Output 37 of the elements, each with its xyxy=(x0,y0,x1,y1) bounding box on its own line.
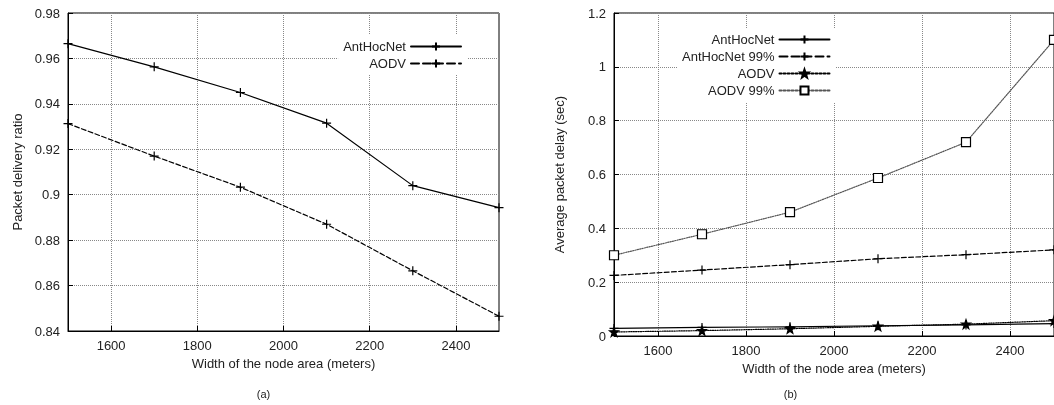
y-tick-label: 0.6 xyxy=(587,167,606,182)
x-tick-label: 2200 xyxy=(355,338,385,353)
y-tick-label: 0 xyxy=(598,328,606,344)
x-tick-label: 1800 xyxy=(182,338,212,353)
x-tick-label: 2400 xyxy=(441,338,471,353)
text: (a) xyxy=(256,387,271,400)
x-tick-label: 1800 xyxy=(731,343,761,358)
y-tick-label: 0.98 xyxy=(34,5,60,21)
x-tick-label: 2400 xyxy=(995,343,1025,358)
legend-label: AntHocNet 99% xyxy=(681,49,775,64)
legend-label: AODV xyxy=(737,66,775,81)
y-tick-label: 0.9 xyxy=(41,187,60,203)
y-tick-label: 0.92 xyxy=(34,141,60,157)
y-axis-title: Average packet delay (sec) xyxy=(552,95,567,254)
legend-label: AODV 99% xyxy=(708,83,775,98)
legend-label: AntHocNet xyxy=(711,32,775,47)
x-tick-label: 1600 xyxy=(96,338,126,353)
y-tick-label: 0.94 xyxy=(34,96,60,112)
x-tick-label: 2000 xyxy=(819,343,849,358)
x-axis-title: Width of the node area (meters) xyxy=(742,360,926,376)
legend-label: AntHocNet xyxy=(343,39,407,54)
x-tick-label: 1600 xyxy=(643,343,673,358)
x-axis-title: Width of the node area (meters) xyxy=(191,355,376,371)
x-tick-label: 2000 xyxy=(269,338,298,353)
y-tick-label: 0.88 xyxy=(34,232,60,248)
y-tick-label: 0.96 xyxy=(34,50,60,66)
y-tick-label: 1 xyxy=(598,59,606,75)
y-tick-label: 1.2 xyxy=(587,5,606,21)
y-tick-label: 0.86 xyxy=(34,278,60,294)
text: (b) xyxy=(783,387,798,400)
y-tick-label: 0.8 xyxy=(587,113,606,129)
x-tick-label: 2200 xyxy=(907,343,937,358)
y-axis-title: Packet delivery ratio xyxy=(9,113,25,231)
legend-label: AODV xyxy=(369,56,407,71)
y-tick-label: 0.2 xyxy=(587,274,606,290)
y-tick-label: 0.4 xyxy=(587,220,606,236)
y-tick-label: 0.84 xyxy=(34,323,60,339)
